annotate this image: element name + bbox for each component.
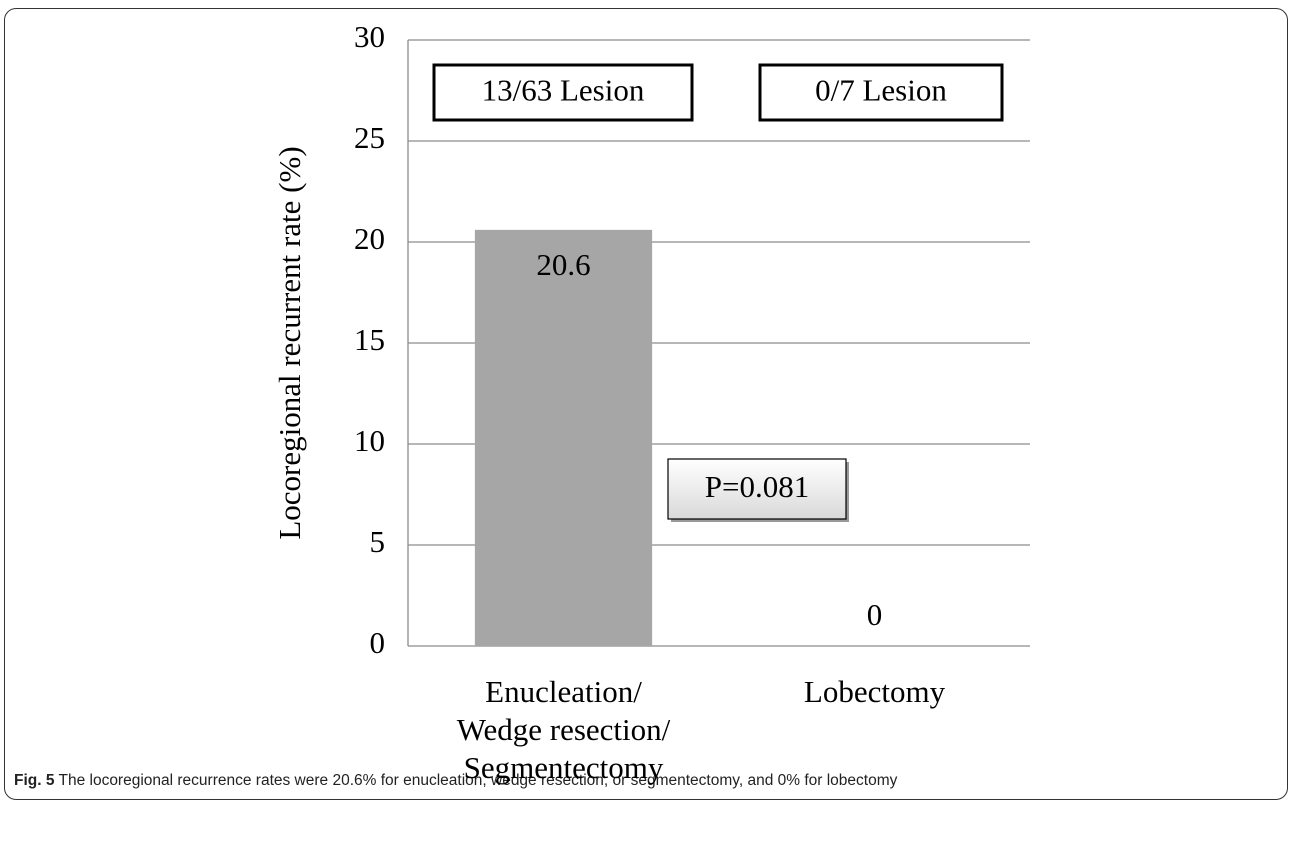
data-label: 0	[867, 597, 883, 632]
data-label: 20.6	[536, 247, 590, 282]
x-tick-label: Lobectomy	[803, 674, 946, 709]
y-tick-label: 30	[354, 19, 385, 54]
y-tick-label: 10	[354, 423, 385, 458]
caption-text: The locoregional recurrence rates were 2…	[58, 772, 898, 789]
annotation: P=0.081	[705, 469, 809, 504]
y-axis-title: Locoregional recurrent rate (%)	[272, 146, 307, 539]
annotation-box	[432, 63, 694, 122]
annotation: 0/7 Lesion	[815, 73, 947, 108]
y-tick-label: 15	[354, 322, 385, 357]
y-tick-label: 5	[370, 524, 386, 559]
caption: Fig. 5 The locoregional recurrence rates …	[14, 772, 897, 790]
caption-label: Fig. 5	[14, 772, 55, 789]
bar	[474, 229, 653, 646]
x-tick-label: Enucleation/ Wedge resection/ Segmentect…	[456, 674, 671, 785]
y-tick-label: 25	[354, 120, 385, 155]
y-tick-label: 0	[370, 625, 386, 660]
annotation-box	[667, 458, 847, 520]
annotation-box	[758, 63, 1004, 122]
annotation: 13/63 Lesion	[482, 73, 645, 108]
figure-frame	[4, 8, 1288, 800]
y-tick-label: 20	[354, 221, 385, 256]
